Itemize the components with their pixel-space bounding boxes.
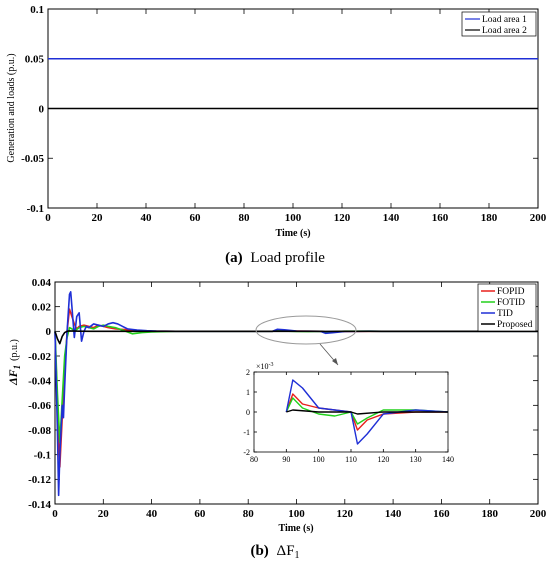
x-tick-label: 140 <box>442 455 454 464</box>
x-tick-label: 0 <box>45 212 51 224</box>
legend-label-proposed: Proposed <box>497 320 533 330</box>
panel-a-legend-box <box>461 11 537 37</box>
x-tick-label: 90 <box>282 455 290 464</box>
x-tick-label: 40 <box>146 508 158 520</box>
y-tick-label: 2 <box>246 368 250 377</box>
panel-a-caption-label: (a) <box>225 250 243 266</box>
legend-label-load-area-2: Load area 2 <box>482 26 527 36</box>
x-tick-label: 60 <box>190 212 202 224</box>
x-tick-label: 20 <box>92 212 104 224</box>
inset-series <box>285 379 449 445</box>
panel-b-caption-label: (b) <box>250 543 268 559</box>
x-tick-label: 110 <box>345 455 357 464</box>
legend-label-fopid: FOPID <box>497 287 525 297</box>
x-tick-label: 160 <box>432 212 449 224</box>
panel-b-x-axis-label: Time (s) <box>278 523 313 534</box>
legend-label-tid: TID <box>497 309 513 319</box>
y-tick-label: -0.05 <box>21 153 44 165</box>
panel-a-y-axis-label: Generation and loads (p.u.) <box>6 53 17 162</box>
x-tick-label: 120 <box>377 455 389 464</box>
x-tick-label: 100 <box>288 508 305 520</box>
panel-b-y-axis-symbol: ΔF <box>6 369 20 386</box>
y-tick-label: -0.04 <box>28 376 51 388</box>
y-tick-label: -1 <box>243 428 250 437</box>
panel-b-legend: FOPID FOTID TID Proposed <box>477 283 537 332</box>
x-tick-label: 140 <box>385 508 402 520</box>
x-tick-label: 180 <box>481 212 498 224</box>
x-tick-label: 40 <box>141 212 153 224</box>
y-tick-label: 0.04 <box>32 277 52 289</box>
inset-plot: 2 1 0 -1 -2 80 90 100 110 120 130 140 ×10-3 <box>243 362 454 464</box>
legend-label-load-area-1: Load area 1 <box>482 15 527 25</box>
panel-b-series <box>54 291 538 497</box>
panel-a-x-axis-label: Time (s) <box>275 228 310 239</box>
zoom-ellipse <box>255 315 357 345</box>
x-tick-label: 100 <box>285 212 302 224</box>
inset-y-ticks: 2 1 0 -1 -2 <box>243 368 448 457</box>
y-tick-label: 0 <box>46 326 52 338</box>
legend-label-fotid: FOTID <box>497 298 525 308</box>
y-tick-label: -2 <box>243 448 250 457</box>
y-tick-label: -0.08 <box>28 425 51 437</box>
x-tick-label: 140 <box>383 212 400 224</box>
panel-b-y-axis-sub: 1 <box>12 365 22 370</box>
y-tick-label: 0.1 <box>30 4 44 16</box>
inset-x-ticks: 80 90 100 110 120 130 140 <box>250 372 454 464</box>
panel-b-y-axis-unit: (p.u.) <box>9 339 20 361</box>
x-tick-label: 80 <box>243 508 255 520</box>
y-tick-label: -0.02 <box>28 351 51 363</box>
panel-a-legend: Load area 1 Load area 2 <box>461 11 537 37</box>
x-tick-label: 120 <box>334 212 351 224</box>
panel-b-delta-f1: 0.04 0.02 0 -0.02 -0.04 -0.06 -0.08 -0.1 -0.12 -0… <box>6 277 547 561</box>
x-tick-label: 200 <box>530 508 547 520</box>
panel-a-series <box>48 58 538 110</box>
y-tick-label: 1 <box>246 388 250 397</box>
y-tick-label: -0.12 <box>28 474 51 486</box>
x-tick-label: 130 <box>410 455 422 464</box>
panel-b-legend-box <box>477 283 537 332</box>
panel-a-load-profile: 0.1 0.05 0 -0.05 -0.1 0 20 40 60 80 100 120 140 160 1… <box>6 4 547 266</box>
series-line-proposed <box>54 330 538 345</box>
y-tick-label: 0 <box>39 103 45 115</box>
inset-multiplier: ×10-3 <box>256 362 274 371</box>
x-tick-label: 180 <box>481 508 498 520</box>
panel-b-x-ticks: 0 20 40 60 80 100 120 140 160 180 200 <box>52 282 547 520</box>
x-tick-label: 160 <box>433 508 450 520</box>
panel-a-caption: (a) Load profile <box>225 250 325 266</box>
x-tick-label: 100 <box>313 455 325 464</box>
panel-a-caption-text: Load profile <box>250 250 325 266</box>
y-tick-label: -0.1 <box>27 203 44 215</box>
y-tick-label: 0 <box>246 408 250 417</box>
panel-b-y-axis-label: ΔF1 (p.u.) <box>6 339 22 386</box>
inset-multiplier-base: ×10 <box>256 362 269 371</box>
y-tick-label: -0.06 <box>28 400 51 412</box>
x-tick-label: 60 <box>194 508 206 520</box>
panel-b-caption-text: ΔF <box>277 543 295 559</box>
y-tick-label: -0.14 <box>28 499 51 511</box>
x-tick-label: 80 <box>250 455 258 464</box>
y-tick-label: 0.02 <box>32 302 52 314</box>
y-tick-label: -0.1 <box>34 450 51 462</box>
panel-b-caption-sub: 1 <box>295 550 300 561</box>
panel-b-caption: (b) ΔF1 <box>250 543 299 561</box>
x-tick-label: 200 <box>530 212 547 224</box>
x-tick-label: 0 <box>52 508 58 520</box>
zoom-arrow-head <box>332 358 338 365</box>
x-tick-label: 80 <box>239 212 251 224</box>
panel-b-y-ticks: 0.04 0.02 0 -0.02 -0.04 -0.06 -0.08 -0.1 -0.12 -0… <box>28 277 538 511</box>
x-tick-label: 20 <box>98 508 110 520</box>
panel-a-x-ticks: 0 20 40 60 80 100 120 140 160 180 200 <box>45 9 547 224</box>
series-line-proposed <box>286 409 448 415</box>
y-tick-label: 0.05 <box>25 54 45 66</box>
x-tick-label: 120 <box>337 508 354 520</box>
panel-a-y-ticks: 0.1 0.05 0 -0.05 -0.1 <box>21 4 538 215</box>
inset-multiplier-exp: -3 <box>269 362 274 368</box>
